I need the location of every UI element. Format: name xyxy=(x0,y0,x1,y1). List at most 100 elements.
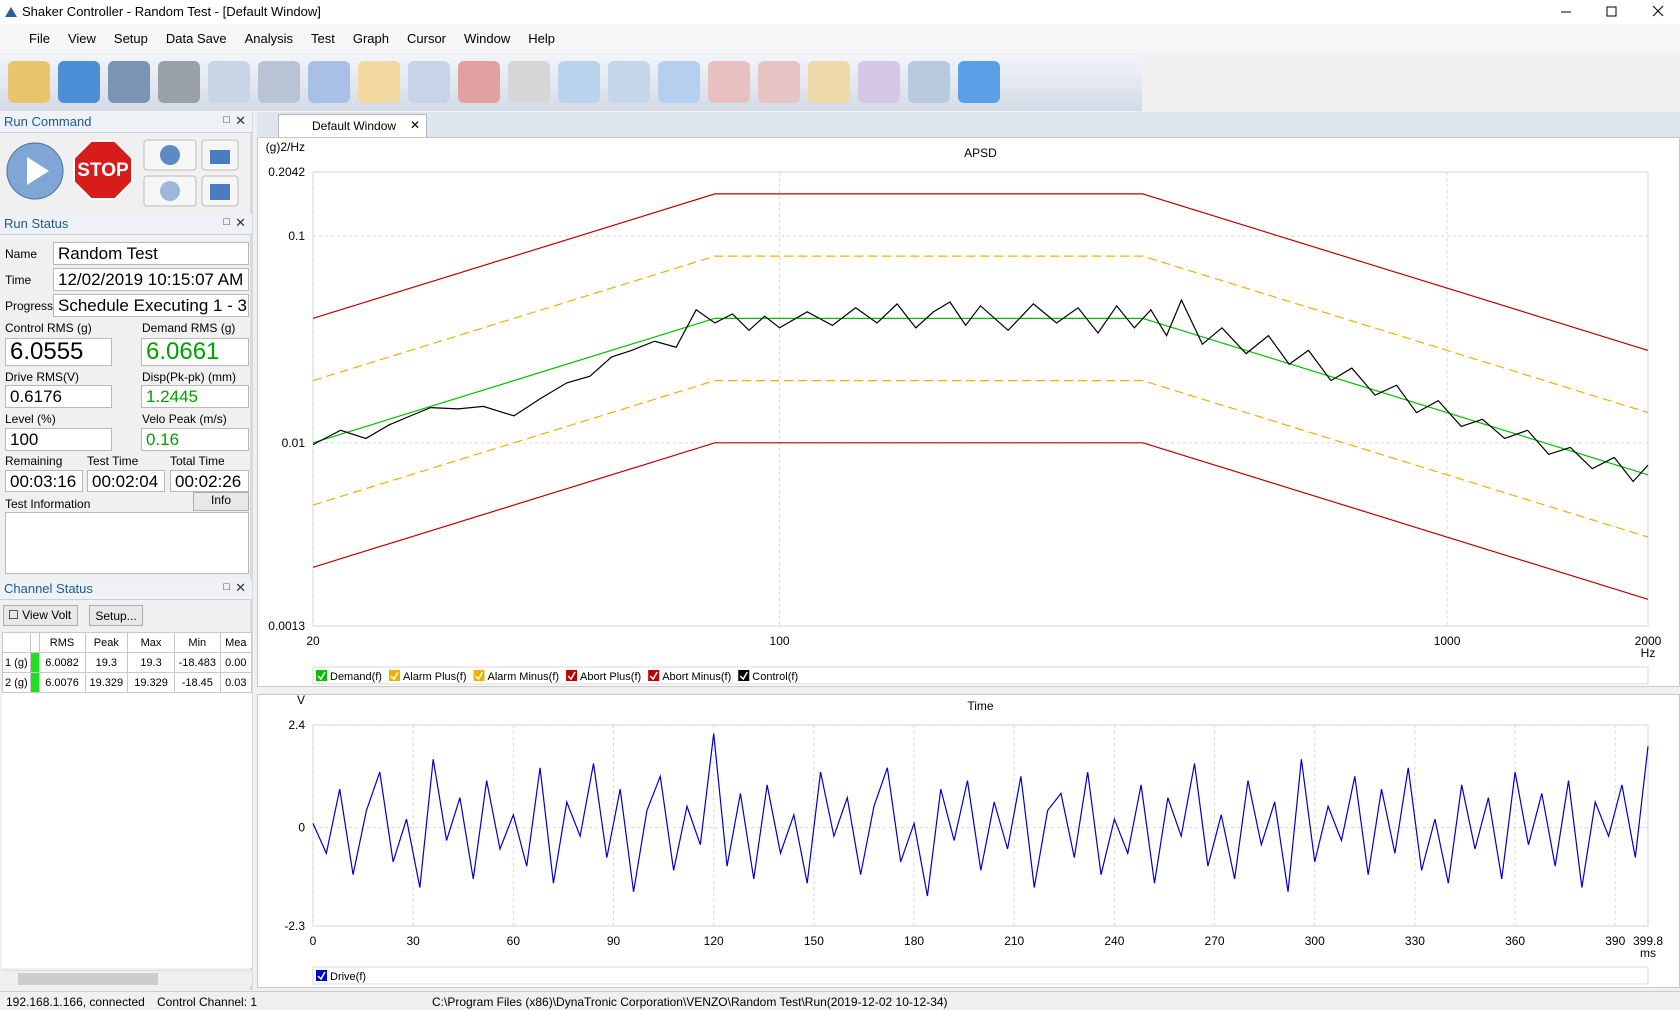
metric-value: 6.0661 xyxy=(141,338,249,366)
fit-button[interactable] xyxy=(658,61,700,103)
menu-item[interactable]: Cursor xyxy=(407,31,447,46)
field-label: Time xyxy=(5,273,32,287)
stop-button[interactable]: STOP xyxy=(73,140,133,200)
peak-button[interactable] xyxy=(708,61,750,103)
flag-button[interactable] xyxy=(908,61,950,103)
play-button[interactable] xyxy=(6,142,64,200)
channel-table-area: RMS Peak Max Min Mea 1 (g) 6.0082 19.3 19.3 -18.4… xyxy=(2,632,252,968)
series-line xyxy=(312,317,1649,476)
y-tick-label: 2.4 xyxy=(288,718,305,732)
menu-item[interactable]: Help xyxy=(528,31,556,46)
x-unit: ms xyxy=(1640,946,1656,960)
y-tick-label: 0 xyxy=(298,821,305,835)
menu-item[interactable]: Data Save xyxy=(165,31,227,46)
view-button[interactable] xyxy=(408,61,450,103)
run-buttons: STOP xyxy=(6,139,239,207)
table-cell: 2 (g) xyxy=(2,672,31,693)
x-tick-label: 2000 xyxy=(1635,634,1662,648)
table-header: RMS Peak Max Min Mea xyxy=(2,632,252,653)
info-button[interactable]: Info xyxy=(193,492,249,511)
legend-label: Alarm Plus(f) xyxy=(403,671,467,683)
x-tick-label: 399.8 xyxy=(1633,934,1663,948)
legend-checkbox[interactable] xyxy=(473,670,485,681)
legend-check xyxy=(649,671,658,681)
legend-checkbox[interactable] xyxy=(316,670,327,681)
legend-checkbox[interactable] xyxy=(648,670,660,681)
window-controls[interactable] xyxy=(1545,0,1680,24)
legend-check xyxy=(567,671,576,681)
panel-header: Channel Status □ ✕ xyxy=(0,579,252,600)
menu-item[interactable]: File xyxy=(29,31,50,46)
device-button[interactable] xyxy=(158,61,200,103)
panel-title: Channel Status xyxy=(4,581,93,596)
title-bar: Shaker Controller - Random Test - [Defau… xyxy=(0,0,1680,24)
setup-button[interactable] xyxy=(108,61,150,103)
status-text: C:\Program Files (x86)\DynaTronic Corpor… xyxy=(432,995,948,1009)
series-line xyxy=(312,733,1649,897)
panel-header: Run Status □ ✕ xyxy=(0,214,252,235)
comment-button[interactable] xyxy=(958,61,1000,103)
info-text[interactable] xyxy=(5,512,249,574)
progress-field: Schedule Executing 1 - 3 xyxy=(53,294,249,317)
menu-item[interactable]: Setup xyxy=(113,31,148,46)
x-unit: Hz xyxy=(1641,646,1656,660)
metric-value: 0.16 xyxy=(141,428,249,451)
view-volt-checkbox[interactable]: ☐ View Volt xyxy=(3,605,78,626)
legend-checkbox[interactable] xyxy=(388,670,400,681)
chart-title: Time xyxy=(967,699,994,713)
legend-label: Drive(f) xyxy=(330,971,366,983)
legend-checkbox[interactable] xyxy=(738,670,750,681)
export-button[interactable] xyxy=(308,61,350,103)
table-cell: 19.3 xyxy=(127,652,175,673)
metric-value: 6.0555 xyxy=(5,338,112,366)
menu-item[interactable]: Window xyxy=(464,31,511,46)
menu-item[interactable]: View xyxy=(67,31,96,46)
legend-label: Abort Minus(f) xyxy=(662,671,731,683)
zoom-out-button[interactable] xyxy=(608,61,650,103)
zoom-in-button[interactable] xyxy=(558,61,600,103)
x-tick-label: 330 xyxy=(1405,934,1425,948)
toolbar xyxy=(0,55,1142,111)
report-button[interactable] xyxy=(208,61,250,103)
overlay-button[interactable] xyxy=(858,61,900,103)
timer-label: Total Time xyxy=(170,454,225,468)
legend-checkbox[interactable] xyxy=(566,670,578,681)
menu-item[interactable]: Test xyxy=(311,31,335,46)
open-button[interactable] xyxy=(8,61,50,103)
status-text: Control Channel: 1 xyxy=(157,995,258,1009)
peaks-button[interactable] xyxy=(758,61,800,103)
legend-box xyxy=(312,666,1649,685)
y-tick-label: 0.2042 xyxy=(268,165,305,179)
checkbox-label: View Volt xyxy=(22,608,72,622)
menu-item[interactable]: Graph xyxy=(352,31,389,46)
legend-label: Control(f) xyxy=(752,671,798,683)
app-icon xyxy=(5,7,17,17)
tool-button[interactable] xyxy=(258,61,300,103)
header-cell: Mea xyxy=(219,632,252,653)
save-button[interactable] xyxy=(58,61,100,103)
field-label: Progress xyxy=(5,299,54,313)
metric-label: Drive RMS(V) xyxy=(5,370,79,384)
timer-value: 00:03:16 xyxy=(5,470,83,492)
stop-view-button[interactable] xyxy=(458,61,500,103)
x-tick-label: 300 xyxy=(1305,934,1325,948)
left-panel: Run Command □ ✕ STOP Run Status □ ✕ Name Ran… xyxy=(0,112,253,990)
cursor-button[interactable] xyxy=(808,61,850,103)
y-tick-label: 0.0013 xyxy=(268,619,305,633)
table-cell: 1 (g) xyxy=(2,652,31,673)
x-tick-label: 1000 xyxy=(1434,634,1461,648)
x-tick-label: 150 xyxy=(804,934,824,948)
setup-button[interactable]: Setup... xyxy=(89,605,143,626)
scrollbar[interactable] xyxy=(2,970,252,986)
plot-area xyxy=(312,171,1649,627)
edit-button[interactable] xyxy=(358,61,400,103)
menu-item[interactable]: Analysis xyxy=(244,31,294,46)
series-line xyxy=(312,255,1649,414)
legend-checkbox[interactable] xyxy=(316,970,327,981)
channel-table: RMS Peak Max Min Mea 1 (g) 6.0082 19.3 19.3 -18.4… xyxy=(2,632,252,693)
header-cell: Max xyxy=(127,632,175,653)
tab[interactable]: Default Window ✕ xyxy=(278,114,427,137)
panel-header: Run Command □ ✕ xyxy=(0,112,252,133)
x-tick-label: 210 xyxy=(1004,934,1024,948)
pan-button[interactable] xyxy=(508,61,550,103)
